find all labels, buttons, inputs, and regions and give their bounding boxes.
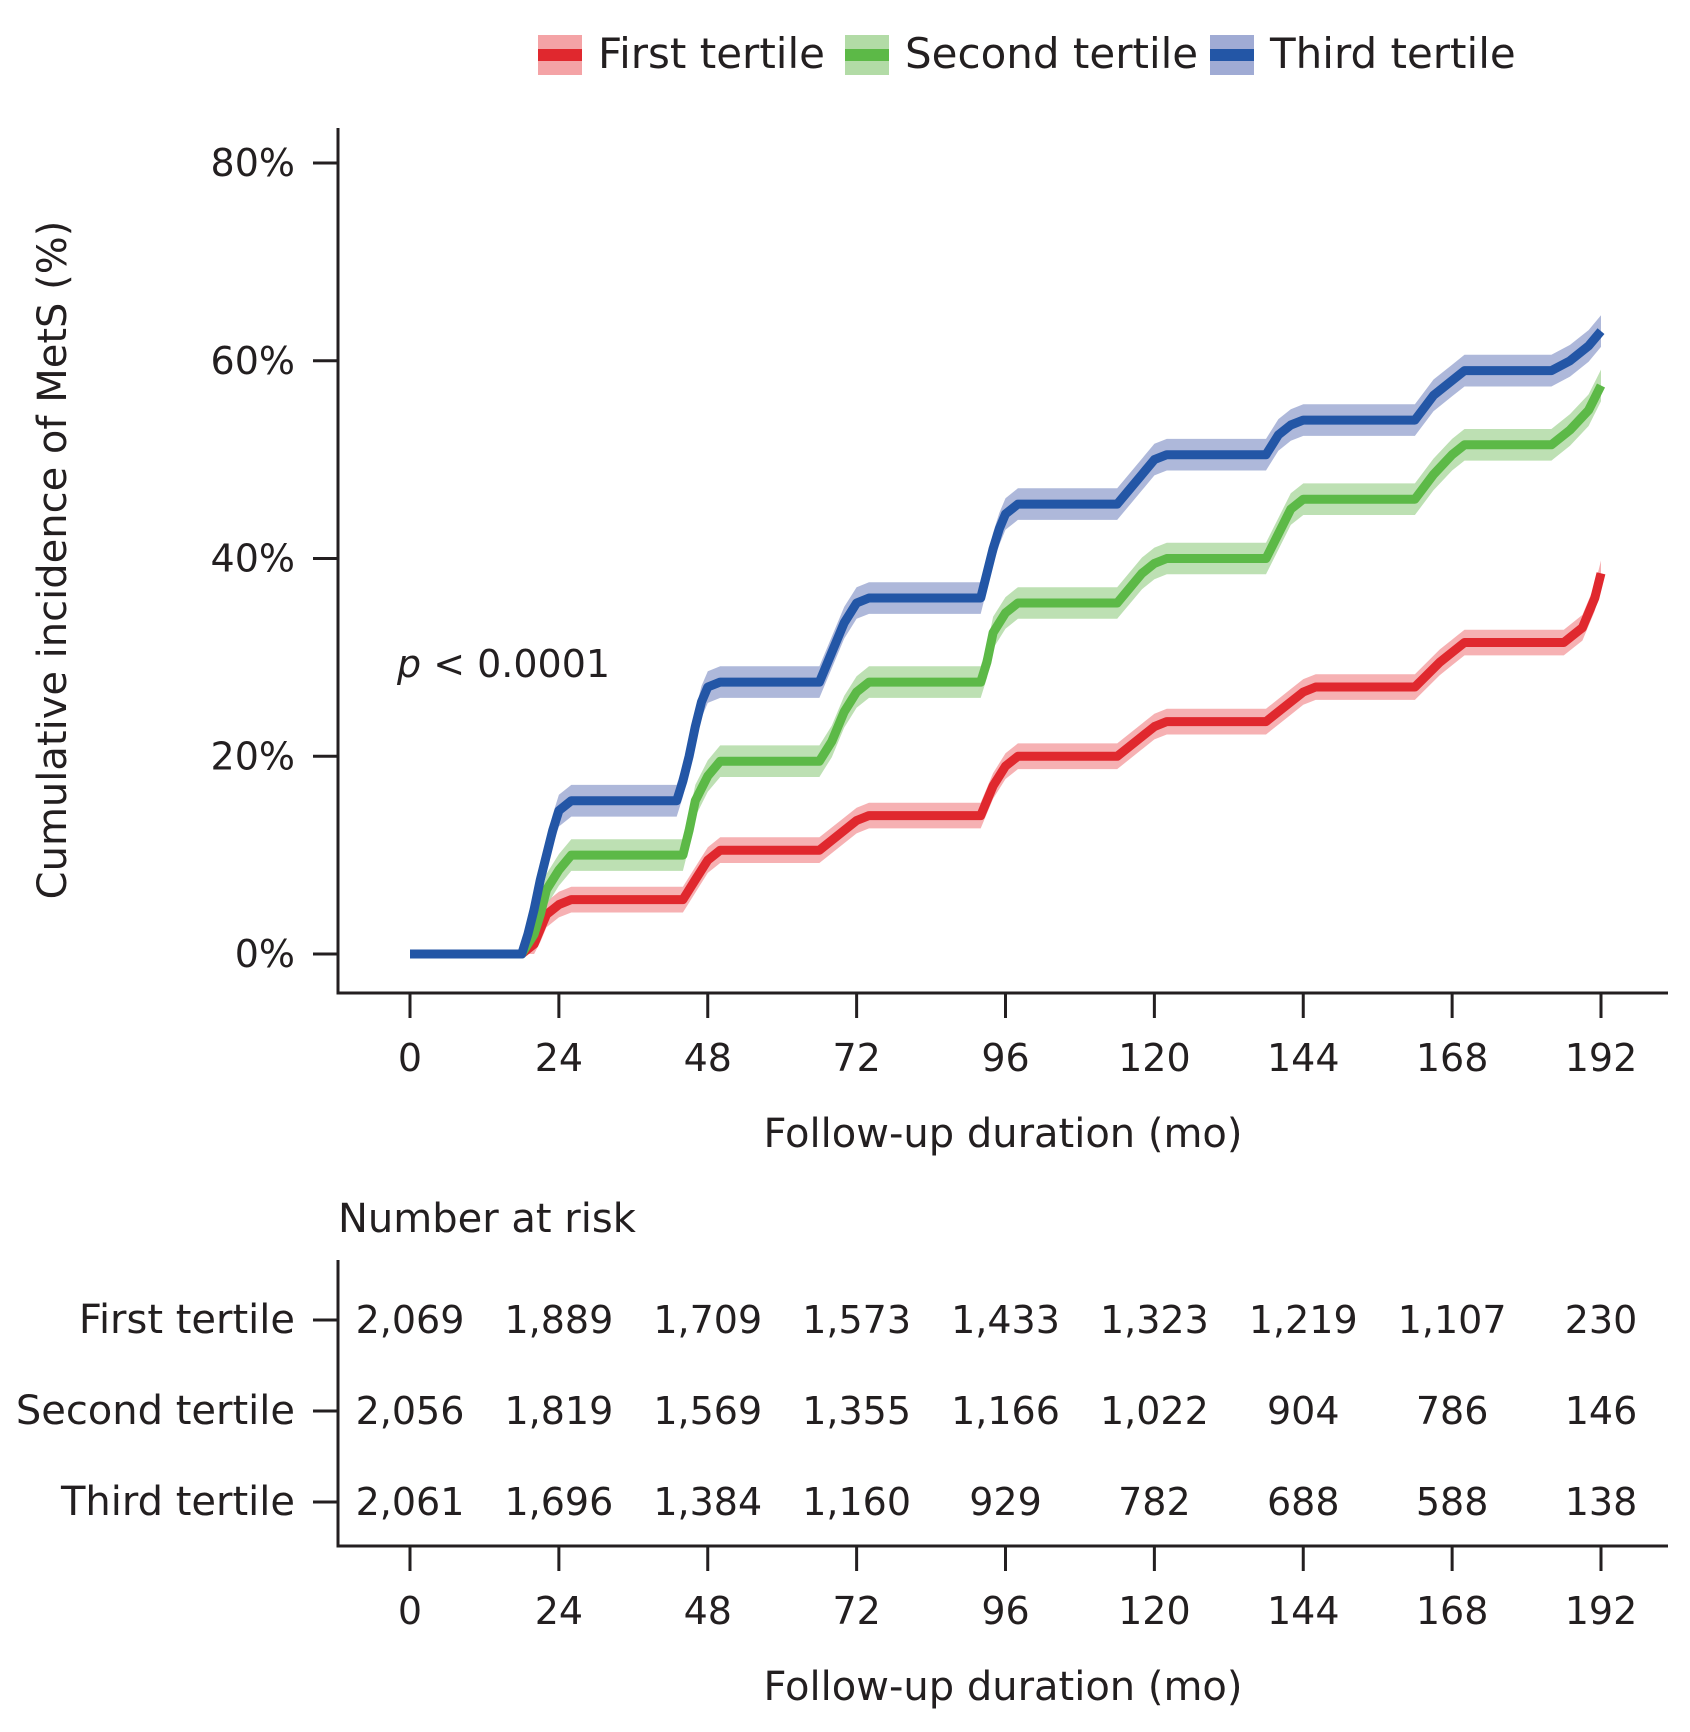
x-tick-label: 144 <box>1267 1036 1340 1080</box>
x-tick-label: 192 <box>1565 1036 1638 1080</box>
risk-x-tick-label: 48 <box>684 1589 732 1633</box>
p-value-annotation: p < 0.0001 <box>396 642 610 686</box>
risk-value: 904 <box>1267 1389 1340 1433</box>
legend-swatch-line <box>845 49 889 61</box>
x-tick-label: 120 <box>1118 1036 1191 1080</box>
y-tick-label: 80% <box>211 141 295 185</box>
risk-value: 2,056 <box>356 1389 465 1433</box>
x-tick-label: 48 <box>684 1036 732 1080</box>
risk-value: 1,384 <box>653 1480 762 1524</box>
series-lines <box>410 328 1606 959</box>
series-line-third-tertile <box>410 328 1605 959</box>
risk-value: 230 <box>1565 1298 1638 1342</box>
risk-value: 782 <box>1118 1480 1191 1524</box>
legend-label: First tertile <box>598 29 825 78</box>
risk-x-tick-label: 72 <box>832 1589 880 1633</box>
risk-value: 1,889 <box>504 1298 613 1342</box>
x-tick-label: 0 <box>398 1036 422 1080</box>
y-tick-label: 0% <box>235 932 295 976</box>
risk-x-tick-label: 0 <box>398 1589 422 1633</box>
risk-row-label: Third tertile <box>60 1479 295 1525</box>
risk-value: 1,323 <box>1100 1298 1209 1342</box>
risk-value: 2,061 <box>356 1480 465 1524</box>
series-line-first-tertile <box>410 572 1606 959</box>
main-plot: 0% 20% 40% 60% 80% 0 24 48 72 96 120 144 168 192 p <… <box>30 128 1668 1157</box>
y-tick-label: 20% <box>211 734 295 778</box>
legend-label: Second tertile <box>905 29 1198 78</box>
y-ticks: 0% 20% 40% 60% 80% <box>211 141 338 976</box>
y-axis-title: Cumulative incidence of MetS (%) <box>30 221 76 900</box>
risk-value: 1,709 <box>653 1298 762 1342</box>
risk-row-label: Second tertile <box>16 1388 295 1434</box>
risk-value: 1,819 <box>504 1389 613 1433</box>
legend-swatch-line <box>538 49 582 61</box>
x-tick-label: 24 <box>535 1036 583 1080</box>
risk-value: 786 <box>1416 1389 1489 1433</box>
series-line-second-tertile <box>410 383 1606 959</box>
risk-value: 138 <box>1565 1480 1638 1524</box>
p-value-italic: p <box>396 642 421 686</box>
x-tick-label: 96 <box>981 1036 1029 1080</box>
risk-x-axis-title: Follow-up duration (mo) <box>763 1664 1242 1710</box>
risk-value: 688 <box>1267 1480 1340 1524</box>
risk-table-title: Number at risk <box>338 1196 637 1242</box>
x-tick-label: 168 <box>1416 1036 1489 1080</box>
legend-swatch-line <box>1210 49 1254 61</box>
risk-value: 1,569 <box>653 1389 762 1433</box>
p-value-text: < 0.0001 <box>421 642 610 686</box>
risk-value: 1,022 <box>1100 1389 1209 1433</box>
y-tick-label: 60% <box>211 339 295 383</box>
risk-value: 929 <box>969 1480 1042 1524</box>
y-tick-label: 40% <box>211 537 295 581</box>
risk-value: 1,433 <box>951 1298 1060 1342</box>
x-axis-title: Follow-up duration (mo) <box>763 1111 1242 1157</box>
risk-value: 1,573 <box>802 1298 911 1342</box>
risk-value: 1,696 <box>504 1480 613 1524</box>
legend-label: Third tertile <box>1269 29 1516 78</box>
risk-rows: First tertile 2,069 1,889 1,709 1,573 1,433 1,… <box>16 1297 1637 1525</box>
x-tick-label: 72 <box>832 1036 880 1080</box>
risk-value: 1,219 <box>1249 1298 1358 1342</box>
risk-x-ticks: 0 24 48 72 96 120 144 168 192 <box>398 1546 1637 1633</box>
risk-value: 146 <box>1565 1389 1638 1433</box>
risk-value: 1,107 <box>1398 1298 1507 1342</box>
risk-value: 1,355 <box>802 1389 911 1433</box>
confidence-band-third-tertile <box>410 315 1601 954</box>
risk-value: 2,069 <box>356 1298 465 1342</box>
legend: First tertile Second tertile Third terti… <box>538 29 1516 78</box>
legend-item-second-tertile: Second tertile <box>845 29 1198 78</box>
risk-row-label: First tertile <box>79 1297 295 1343</box>
risk-x-tick-label: 144 <box>1267 1589 1340 1633</box>
risk-value: 1,166 <box>951 1389 1060 1433</box>
risk-x-tick-label: 24 <box>535 1589 583 1633</box>
x-ticks: 0 24 48 72 96 120 144 168 192 <box>398 993 1637 1080</box>
legend-item-third-tertile: Third tertile <box>1210 29 1516 78</box>
risk-x-tick-label: 96 <box>981 1589 1029 1633</box>
risk-x-tick-label: 192 <box>1565 1589 1638 1633</box>
legend-item-first-tertile: First tertile <box>538 29 825 78</box>
risk-table: Number at risk First tertile 2,069 1,889 1,… <box>16 1196 1668 1710</box>
risk-value: 1,160 <box>802 1480 911 1524</box>
risk-x-tick-label: 120 <box>1118 1589 1191 1633</box>
risk-x-tick-label: 168 <box>1416 1589 1489 1633</box>
risk-value: 588 <box>1416 1480 1489 1524</box>
